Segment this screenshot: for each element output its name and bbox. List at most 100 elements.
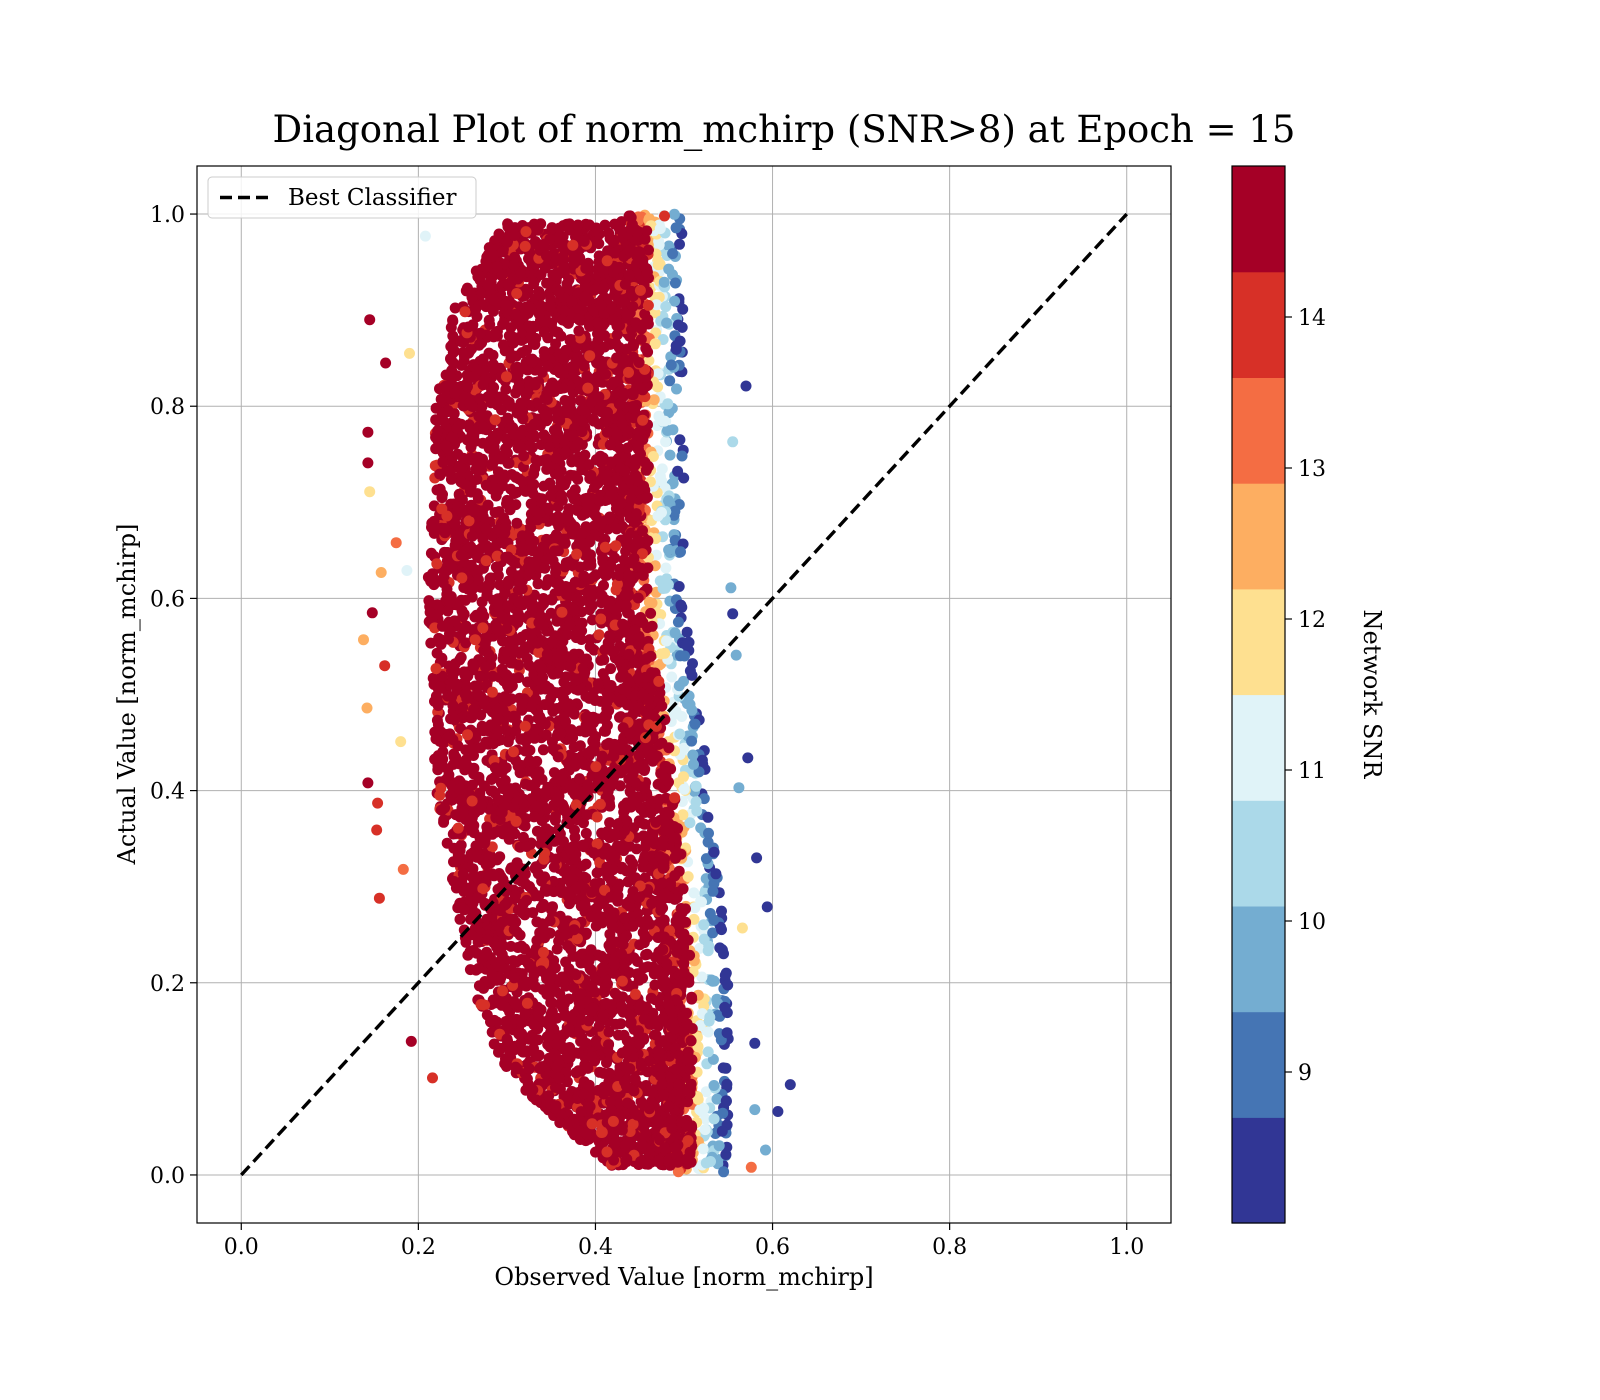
scatter-point: [457, 702, 469, 713]
scatter-point: [669, 277, 681, 289]
scatter-point: [434, 789, 446, 801]
scatter-point: [702, 945, 714, 957]
scatter-point: [519, 954, 531, 966]
scatter-point: [703, 827, 714, 839]
scatter-point: [486, 774, 497, 785]
scatter-point: [473, 980, 485, 992]
scatter-point: [700, 1086, 712, 1098]
scatter-point: [684, 665, 696, 677]
scatter-point: [584, 549, 596, 561]
scatter-point: [659, 582, 671, 594]
scatter-point: [688, 887, 700, 899]
scatter-point: [721, 1027, 733, 1039]
scatter-point: [493, 228, 505, 240]
scatter-point: [664, 375, 676, 387]
scatter-point: [537, 901, 549, 913]
scatter-point: [641, 225, 653, 237]
scatter-point: [480, 523, 492, 535]
scatter-point: [595, 613, 607, 625]
scatter-point: [672, 319, 684, 331]
scatter-point: [460, 620, 472, 632]
scatter-point: [645, 807, 657, 819]
scatter-point: [635, 333, 647, 345]
scatter-point: [714, 942, 726, 954]
scatter-point: [551, 615, 563, 627]
scatter-point: [658, 276, 670, 288]
scatter-point: [550, 529, 562, 541]
scatter-point: [615, 1018, 627, 1030]
scatter-point: [519, 720, 531, 732]
scatter-point: [688, 913, 700, 925]
scatter-point: [544, 575, 556, 587]
scatter-point: [697, 1143, 709, 1155]
scatter-point: [487, 349, 499, 361]
scatter-point: [671, 946, 683, 958]
scatter-point: [711, 1093, 723, 1105]
scatter-point: [654, 223, 666, 235]
scatter-point: [675, 546, 686, 558]
scatter-point: [670, 832, 682, 844]
scatter-point: [464, 964, 476, 976]
scatter-point: [559, 1008, 571, 1020]
scatter-point: [667, 477, 679, 489]
scatter-point: [719, 969, 731, 981]
scatter-point: [708, 975, 720, 987]
scatter-point: [622, 588, 634, 600]
scatter-point: [708, 846, 720, 858]
scatter-point: [656, 463, 668, 475]
scatter-point: [541, 988, 553, 1000]
scatter-point: [561, 1118, 573, 1130]
scatter-point: [598, 829, 610, 840]
scatter-point: [643, 596, 655, 608]
scatter-point: [698, 919, 710, 931]
scatter-point: [663, 742, 675, 754]
scatter-point: [521, 652, 533, 664]
scatter-point: [460, 754, 472, 766]
scatter-point: [435, 393, 447, 405]
scatter-point: [673, 680, 685, 692]
scatter-point: [696, 971, 708, 983]
scatter-point: [488, 1038, 500, 1050]
scatter-point: [649, 338, 661, 350]
scatter-point: [651, 299, 662, 311]
scatter-point: [459, 594, 471, 606]
scatter-point: [589, 734, 601, 745]
scatter-point: [667, 248, 679, 260]
scatter-point: [717, 1107, 729, 1119]
scatter-point: [609, 851, 621, 862]
scatter-point: [444, 465, 456, 477]
scatter-point: [569, 824, 580, 836]
scatter-point: [641, 491, 653, 503]
scatter-point: [695, 822, 707, 834]
scatter-point: [645, 992, 657, 1004]
scatter-point: [547, 743, 559, 755]
scatter-point: [454, 913, 466, 925]
scatter-point: [660, 562, 672, 574]
scatter-point: [670, 222, 682, 234]
scatter-point: [662, 398, 674, 410]
scatter-point: [716, 905, 727, 917]
scatter-point: [448, 344, 460, 356]
scatter-point: [716, 1125, 728, 1137]
scatter-point: [536, 493, 548, 505]
scatter-point: [598, 654, 610, 666]
scatter-point: [512, 608, 524, 620]
scatter-point: [501, 725, 513, 737]
scatter-point: [669, 627, 681, 639]
scatter-point: [467, 822, 479, 834]
scatter-point: [721, 1078, 733, 1090]
scatter-point: [699, 1124, 711, 1136]
scatter-point: [665, 763, 677, 775]
scatter-point: [696, 754, 708, 766]
scatter-point: [666, 671, 678, 683]
scatter-point: [502, 457, 514, 469]
scatter-point: [622, 442, 634, 454]
scatter-point: [546, 997, 558, 1009]
scatter-point: [684, 817, 696, 829]
scatter-point: [601, 569, 613, 581]
scatter-point: [566, 488, 578, 500]
scatter-point: [649, 307, 661, 319]
scatter-point: [525, 793, 537, 805]
scatter-point: [689, 718, 701, 730]
